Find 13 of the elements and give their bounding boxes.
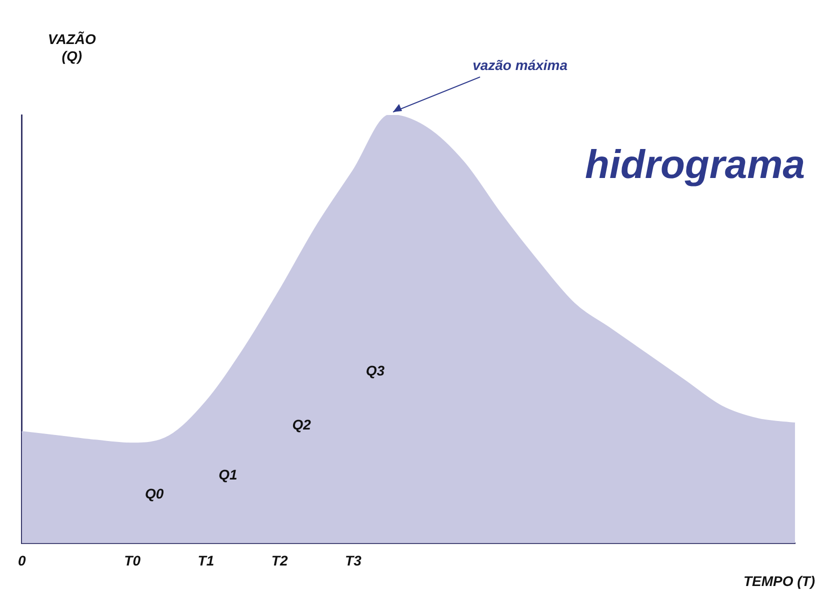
- x-tick-label: T3: [345, 552, 362, 568]
- annotation: Q3: [366, 362, 385, 379]
- x-tick-label: T2: [271, 552, 288, 568]
- x-tick-label: 0: [18, 552, 26, 568]
- x-tick-label: T1: [198, 552, 214, 568]
- annotation: Q1: [218, 466, 238, 483]
- text: hidrograma: [584, 143, 805, 187]
- x-axis-title: TEMPO (T): [743, 573, 816, 589]
- annotation: Q0: [144, 485, 164, 502]
- annotation: Q2: [292, 416, 312, 433]
- text: vazão máxima: [472, 57, 568, 73]
- y-axis-title: VAZÃO (Q): [48, 31, 96, 64]
- x-tick-label: T0: [124, 552, 141, 568]
